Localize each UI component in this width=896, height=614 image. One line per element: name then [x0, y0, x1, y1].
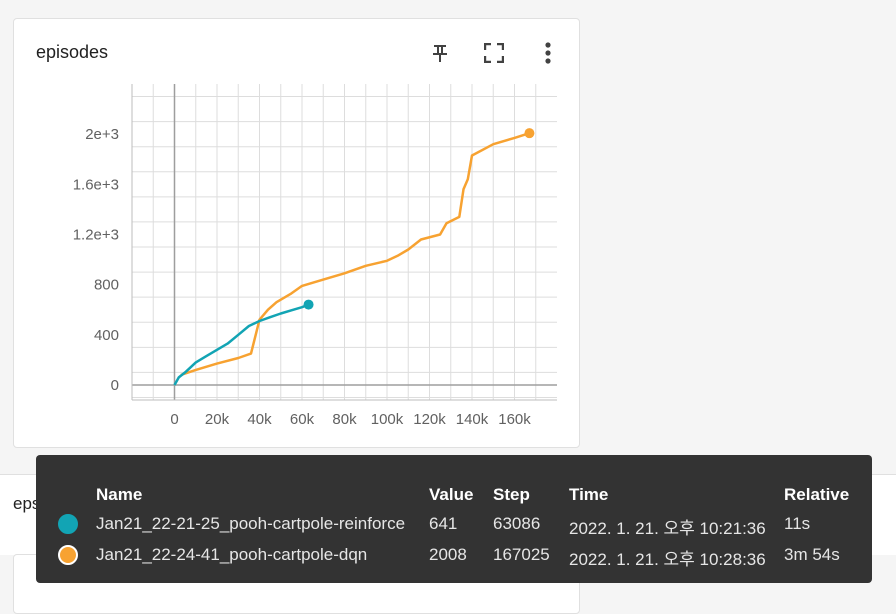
header-step: Step — [493, 485, 530, 504]
row-time: 2022. 1. 21. 오후 10:21:36 — [569, 519, 766, 538]
y-tick-label: 800 — [94, 277, 119, 294]
x-tick-label: 140k — [456, 411, 489, 428]
row-time: 2022. 1. 21. 오후 10:28:36 — [569, 550, 766, 569]
row-value: 2008 — [429, 545, 467, 564]
card-title: episodes — [36, 42, 109, 62]
pin-button[interactable] — [426, 39, 454, 67]
header-relative: Relative — [784, 485, 850, 504]
row-relative: 11s — [784, 514, 811, 533]
pin-icon — [433, 45, 447, 62]
series-end-point-dqn — [524, 128, 535, 139]
hover-tooltip: Name Value Step Time Relative Jan21_22-2… — [36, 455, 872, 583]
series-line-reinforce — [173, 303, 310, 386]
header-name: Name — [96, 485, 143, 504]
x-tick-label: 100k — [371, 411, 404, 428]
row-name: Jan21_22-24-41_pooh-cartpole-dqn — [96, 545, 368, 564]
more-vert-icon — [545, 42, 551, 64]
y-tick-label: 0 — [111, 377, 119, 394]
x-tick-label: 60k — [290, 411, 315, 428]
y-tick-label: 1.6e+3 — [73, 176, 119, 193]
header-time: Time — [569, 485, 609, 504]
series-swatch-dqn — [58, 545, 78, 565]
y-tick-label: 2e+3 — [85, 126, 119, 143]
episodes-chart[interactable]: 0 20k 40k 60k 80k 100k 120k 140k 160k 0 400 800 1.2e… — [0, 0, 896, 584]
row-step: 63086 — [493, 514, 541, 533]
row-name: Jan21_22-21-25_pooh-cartpole-reinforce — [96, 514, 406, 533]
row-step: 167025 — [493, 545, 550, 564]
x-tick-label: 20k — [205, 411, 230, 428]
x-tick-label: 40k — [247, 411, 272, 428]
y-tick-label: 1.2e+3 — [73, 226, 119, 243]
more-options-button[interactable] — [534, 39, 562, 67]
fullscreen-button[interactable] — [480, 39, 508, 67]
y-tick-label: 400 — [94, 327, 119, 344]
series-line-dqn — [180, 132, 530, 377]
series-end-point-reinforce — [303, 299, 314, 310]
episodes-card: episodes — [13, 18, 580, 448]
x-tick-label: 80k — [332, 411, 357, 428]
x-tick-label: 120k — [413, 411, 446, 428]
row-relative: 3m 54s — [784, 545, 840, 564]
row-value: 641 — [429, 514, 458, 533]
series-swatch-reinforce — [58, 514, 78, 534]
fullscreen-icon — [484, 43, 504, 63]
x-tick-label: 160k — [498, 411, 531, 428]
header-value: Value — [429, 485, 474, 504]
x-tick-label: 0 — [170, 411, 178, 428]
